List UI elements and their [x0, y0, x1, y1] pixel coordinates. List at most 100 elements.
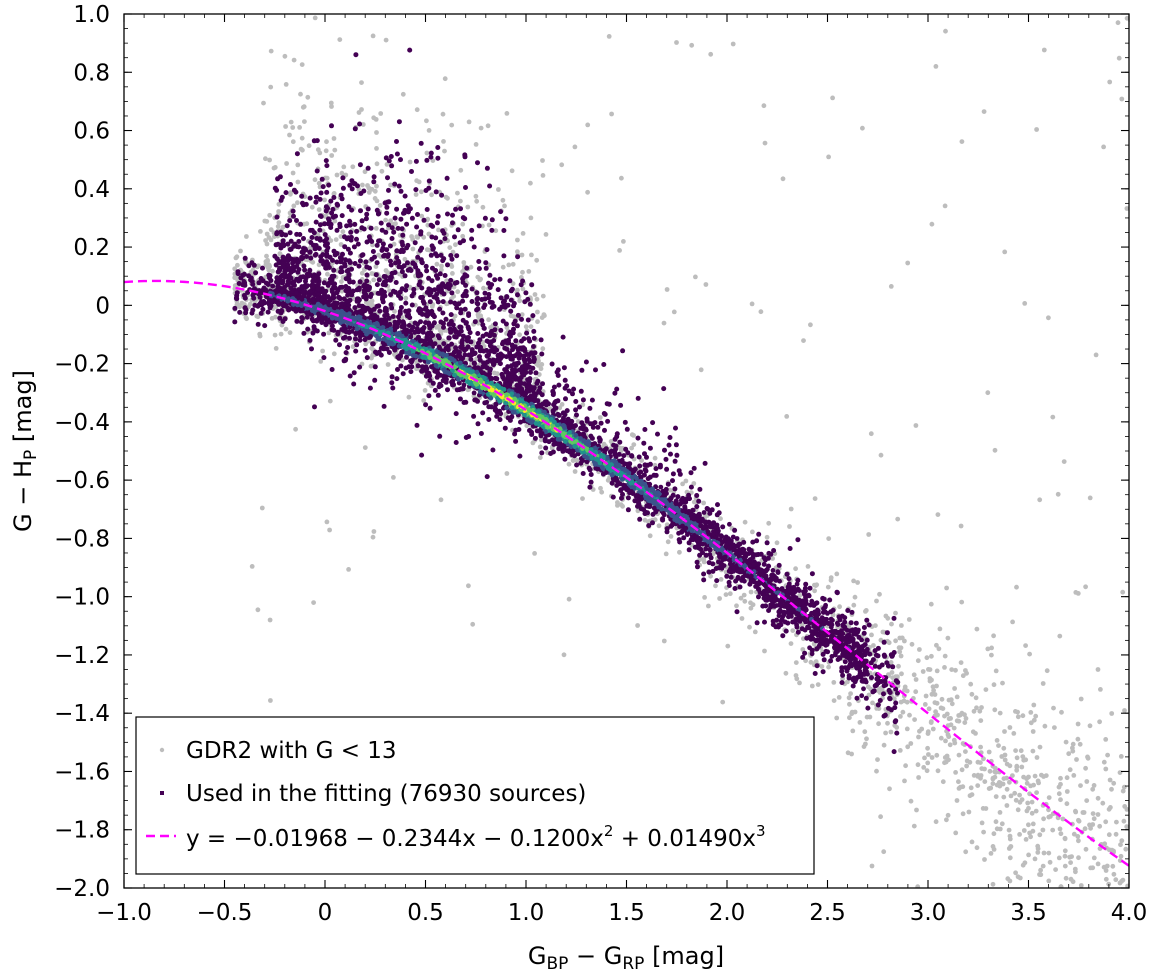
fitting-point	[246, 263, 252, 269]
gdr2-point	[904, 688, 910, 694]
gdr2-point	[520, 231, 526, 236]
gdr2-point	[257, 333, 263, 339]
gdr2-point	[1014, 755, 1020, 761]
fitting-point	[374, 260, 380, 266]
fitting-point	[650, 520, 655, 526]
gdr2-point	[369, 298, 375, 304]
gdr2-point	[812, 496, 818, 501]
gdr2-point	[974, 626, 980, 632]
fitting-point	[710, 561, 716, 567]
gdr2-point	[1040, 827, 1046, 833]
gdr2-point	[1085, 754, 1090, 760]
fitting-point	[314, 328, 320, 334]
gdr2-point	[418, 189, 424, 195]
fitting-point	[531, 335, 537, 341]
gdr2-point	[986, 749, 992, 755]
gdr2-point	[235, 262, 240, 268]
gdr2-point	[1022, 301, 1028, 306]
gdr2-point	[1059, 709, 1064, 715]
fitting-point	[378, 220, 384, 226]
fitting-point	[339, 213, 345, 219]
gdr2-point	[244, 234, 249, 239]
gdr2-point	[460, 221, 466, 227]
gdr2-point	[1044, 668, 1050, 674]
gdr2-point	[1025, 800, 1031, 806]
gdr2-point	[1046, 315, 1051, 321]
gdr2-point	[1107, 777, 1113, 783]
fitting-point	[435, 275, 441, 281]
gdr2-point	[1109, 786, 1114, 792]
fitting-point	[354, 236, 359, 242]
fitting-point	[394, 139, 399, 144]
fitting-point	[484, 359, 490, 365]
fitting-point	[424, 157, 430, 163]
gdr2-point	[1030, 821, 1036, 827]
gdr2-point	[864, 736, 869, 742]
gdr2-point	[953, 770, 958, 775]
gdr2-point	[329, 153, 335, 158]
gdr2-point	[520, 269, 525, 275]
fitting-point	[301, 330, 307, 336]
gdr2-point	[1073, 590, 1079, 595]
gdr2-point	[540, 158, 545, 163]
fitting-point	[294, 151, 300, 157]
fitting-point	[309, 283, 315, 289]
gdr2-point	[1032, 856, 1038, 862]
gdr2-point	[1073, 869, 1078, 875]
gdr2-point	[272, 165, 278, 170]
fitting-point	[323, 204, 329, 210]
fitting-point	[331, 295, 337, 301]
gdr2-point	[800, 647, 806, 652]
gdr2-point	[1004, 761, 1010, 767]
gdr2-point	[374, 130, 379, 135]
fitting-point	[407, 206, 413, 212]
fitting-point	[530, 365, 536, 371]
gdr2-point	[368, 363, 374, 369]
gdr2-point	[1082, 826, 1088, 832]
fitting-point	[258, 276, 264, 281]
fitting-point	[512, 318, 518, 324]
gdr2-point	[359, 80, 364, 85]
gdr2-point	[538, 366, 544, 372]
gdr2-point	[988, 785, 994, 791]
fitting-point	[865, 705, 871, 711]
fitting-point	[379, 227, 385, 233]
fitting-point	[384, 210, 390, 216]
gdr2-point	[727, 591, 733, 597]
gdr2-point	[878, 814, 883, 820]
gdr2-point	[903, 763, 908, 769]
fitting-point	[580, 471, 586, 476]
gdr2-point	[1043, 773, 1049, 778]
fitting-point	[453, 206, 459, 212]
gdr2-point	[937, 626, 943, 632]
gdr2-point	[761, 103, 767, 109]
fitting-point	[520, 278, 526, 284]
gdr2-point	[1046, 878, 1052, 884]
gdr2-point	[1063, 739, 1069, 745]
fitting-point	[695, 564, 700, 570]
fitting-point	[515, 312, 521, 318]
gdr2-point	[621, 239, 626, 244]
fitting-point	[686, 547, 692, 553]
gdr2-point	[947, 742, 953, 748]
gdr2-point	[493, 228, 499, 234]
fitting-point	[277, 315, 283, 321]
gdr2-point	[764, 534, 770, 540]
fitting-point	[453, 334, 459, 340]
fitting-point	[643, 509, 649, 515]
gdr2-point	[470, 621, 476, 627]
fitting-point	[384, 204, 390, 210]
fitting-point	[487, 333, 493, 339]
gdr2-point	[1024, 776, 1029, 782]
gdr2-point	[899, 623, 904, 628]
fitting-point	[374, 314, 380, 320]
gdr2-point	[480, 204, 486, 210]
gdr2-point	[534, 296, 540, 302]
fitting-point	[236, 281, 242, 286]
gdr2-point	[317, 150, 323, 156]
gdr2-point	[453, 242, 458, 248]
gdr2-point	[323, 148, 329, 154]
gdr2-point	[661, 638, 667, 644]
fitting-point	[562, 456, 568, 462]
gdr2-point	[1021, 828, 1027, 833]
